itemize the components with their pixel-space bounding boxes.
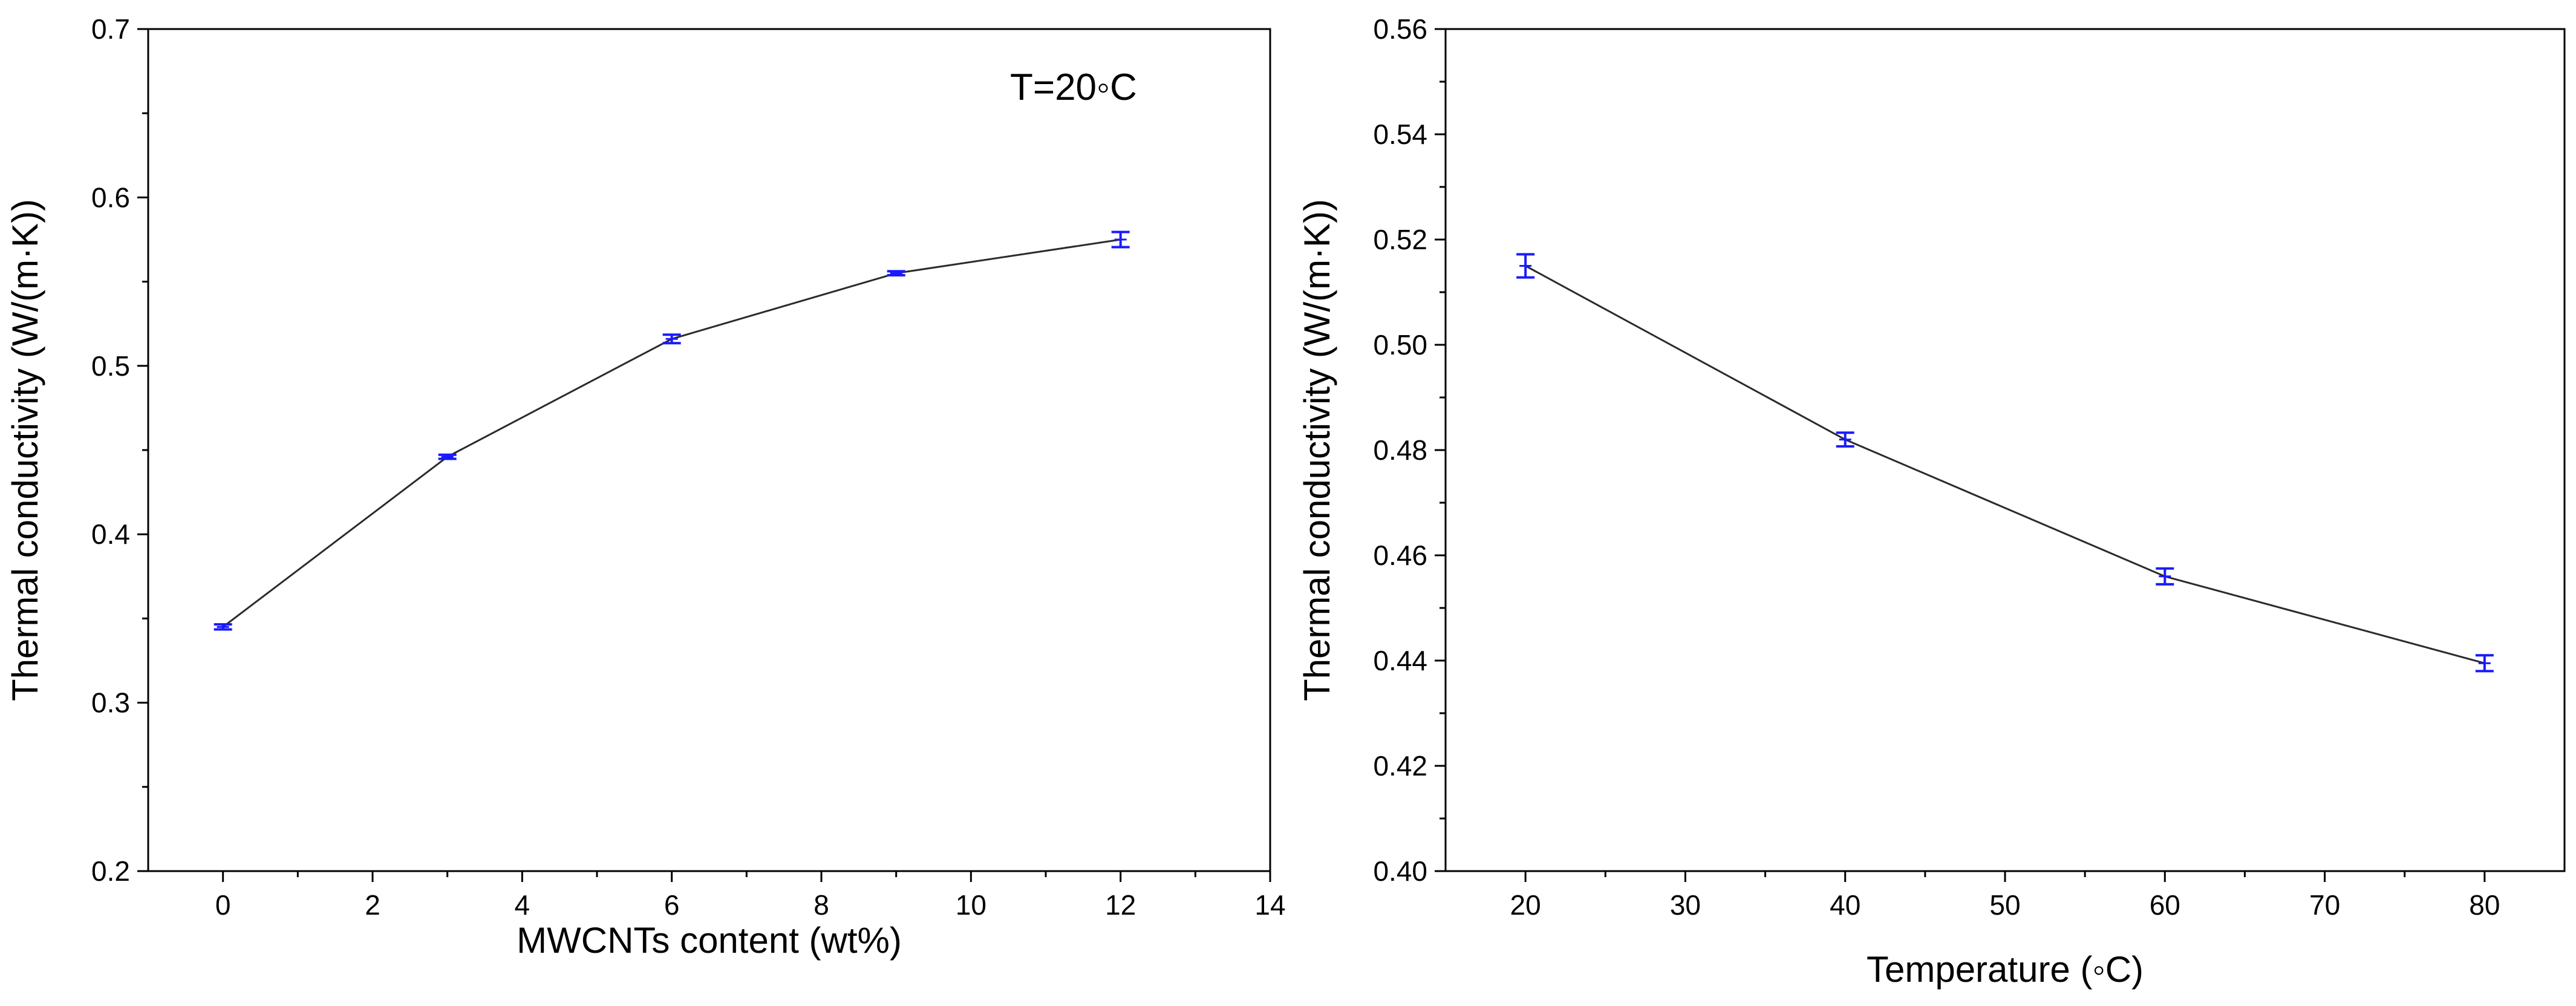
data-point <box>2156 567 2174 586</box>
y-tick-label: 0.2 <box>91 855 130 887</box>
x-tick-label: 60 <box>2150 889 2180 921</box>
data-point <box>214 623 232 631</box>
y-axis-title: Thermal conductivity (W/(m·K)) <box>1297 199 1337 701</box>
series-line <box>1525 265 2485 664</box>
y-tick-label: 0.50 <box>1373 329 1427 361</box>
y-tick-label: 0.48 <box>1373 434 1427 466</box>
data-point <box>887 270 905 277</box>
x-tick-label: 70 <box>2309 889 2340 921</box>
chart-temperature: 20 30 40 50 60 70 80 0.40 0.42 0.44 0.46 0.48 0.50 0.… <box>1297 13 2566 990</box>
x-tick-label: 40 <box>1830 889 1860 921</box>
x-tick-label: 4 <box>515 889 530 921</box>
data-point <box>2475 654 2494 673</box>
temperature-annotation: T=20◦C <box>1010 67 1137 108</box>
x-tick-label: 0 <box>215 889 231 921</box>
y-tick-label: 0.42 <box>1373 750 1427 782</box>
plot-frame <box>147 28 1271 872</box>
chart-mwcnt-content: 0 2 4 6 8 10 12 14 0.2 0.3 0.4 0.5 0.6 0.7 MWCNTs cont… <box>5 13 1286 961</box>
plot-frame <box>1444 28 2566 872</box>
x-tick-label: 14 <box>1254 889 1285 921</box>
data-point <box>1111 230 1130 249</box>
y-tick-label: 0.7 <box>91 13 130 45</box>
x-tick-label: 80 <box>2469 889 2500 921</box>
x-tick-label: 12 <box>1105 889 1136 921</box>
y-axis-title: Thermal conductivity (W/(m·K)) <box>5 199 45 701</box>
y-tick-label: 0.44 <box>1373 645 1427 676</box>
x-tick-label: 6 <box>664 889 680 921</box>
data-point <box>438 453 457 460</box>
y-tick-label: 0.56 <box>1373 13 1427 45</box>
y-tick-label: 0.54 <box>1373 119 1427 150</box>
x-tick-label: 8 <box>814 889 829 921</box>
y-tick-label: 0.46 <box>1373 540 1427 571</box>
x-axis-title: Temperature (◦C) <box>1867 949 2144 990</box>
y-tick-label: 0.6 <box>91 181 130 213</box>
data-point <box>662 333 681 345</box>
x-tick-label: 50 <box>1989 889 2020 921</box>
y-tick-label: 0.52 <box>1373 224 1427 255</box>
y-tick-label: 0.5 <box>91 350 130 382</box>
x-axis-title: MWCNTs content (wt%) <box>517 920 902 961</box>
x-tick-label: 2 <box>365 889 380 921</box>
x-tick-label: 30 <box>1670 889 1701 921</box>
x-tick-label: 20 <box>1510 889 1541 921</box>
y-tick-label: 0.4 <box>91 518 130 550</box>
y-tick-label: 0.40 <box>1373 855 1427 887</box>
data-point <box>1836 431 1854 448</box>
series-line <box>222 238 1121 628</box>
data-point <box>1516 253 1535 279</box>
y-tick-label: 0.3 <box>91 687 130 719</box>
x-tick-label: 10 <box>956 889 986 921</box>
